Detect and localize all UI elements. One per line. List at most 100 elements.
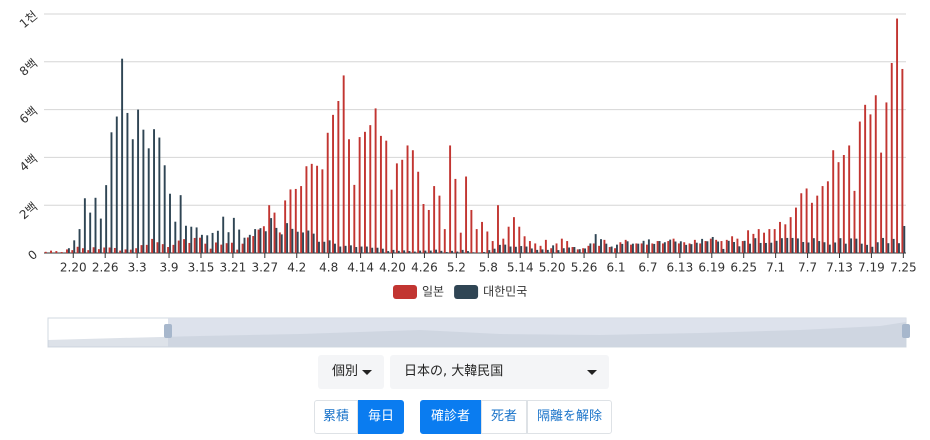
y-tick-label: 2백 <box>17 199 40 222</box>
bar <box>465 176 468 253</box>
bar <box>451 250 453 253</box>
zoom-handle[interactable] <box>164 324 172 338</box>
x-tick-label: 5.26 <box>571 261 598 275</box>
deaths-button[interactable]: 死者 <box>481 400 527 434</box>
bar <box>685 244 688 253</box>
bar <box>50 250 52 253</box>
bar <box>807 242 810 253</box>
bar <box>188 242 191 253</box>
bar <box>514 246 517 253</box>
chart: 0 2백 4백 6백 8백 1천 2.20 2.26 3.3 3.9 3.15 3.21 3.27 4.2… <box>16 7 917 348</box>
bar <box>291 228 294 253</box>
x-tick-label: 6.7 <box>638 261 657 275</box>
x-tick-label: 4.20 <box>379 261 406 275</box>
bar <box>252 236 255 253</box>
bar <box>156 242 159 253</box>
bar <box>610 246 613 253</box>
bar <box>454 178 457 253</box>
country-select[interactable]: 日本の, 大韓民国 <box>390 355 609 389</box>
bar <box>193 237 196 253</box>
bar <box>640 243 643 253</box>
bar <box>121 58 124 254</box>
bar <box>440 250 443 253</box>
bar <box>775 240 778 253</box>
bar <box>83 198 86 253</box>
bar <box>481 221 483 253</box>
bar <box>103 247 106 253</box>
bar <box>635 243 638 253</box>
bar <box>885 102 888 254</box>
bar <box>722 248 725 253</box>
bar <box>603 239 606 253</box>
bar <box>264 231 267 253</box>
cumulative-button[interactable]: 累積 <box>314 400 358 434</box>
bar <box>789 217 792 253</box>
bar <box>190 226 193 253</box>
bar <box>796 238 799 253</box>
bar <box>826 181 829 253</box>
y-tick-label: 4백 <box>17 152 40 175</box>
bar <box>339 246 342 253</box>
bar <box>764 242 767 253</box>
bar <box>562 248 565 253</box>
x-tick-label: 6.25 <box>730 261 757 275</box>
bar <box>860 243 863 253</box>
bar <box>76 246 79 253</box>
mode-select[interactable]: 個別 <box>318 355 384 389</box>
bar <box>828 244 831 253</box>
bar <box>704 241 707 253</box>
bar <box>896 18 899 253</box>
bar <box>289 189 292 253</box>
bar <box>419 250 422 253</box>
bar <box>855 238 858 253</box>
bar <box>470 209 473 253</box>
bar <box>200 234 203 253</box>
bar <box>898 243 900 253</box>
bar <box>456 251 459 253</box>
bar <box>528 241 531 253</box>
zoom-handle[interactable] <box>902 324 910 338</box>
bar <box>406 145 409 253</box>
bar <box>839 238 842 253</box>
bar <box>869 114 872 253</box>
bar <box>802 242 805 253</box>
bar <box>360 246 363 253</box>
released-button[interactable]: 隔離を解除 <box>527 400 612 434</box>
bar <box>108 247 111 253</box>
x-tick-label: 5.14 <box>507 261 534 275</box>
bar <box>137 109 140 253</box>
bar <box>786 237 789 253</box>
x-tick-label: 7.13 <box>826 261 853 275</box>
bar <box>818 241 821 253</box>
bar <box>445 252 448 253</box>
bar <box>332 114 334 253</box>
bar <box>348 139 350 253</box>
bar <box>717 241 720 253</box>
bar <box>731 236 734 253</box>
x-tick-label: 4.2 <box>287 261 306 275</box>
bar <box>525 246 528 253</box>
legend-swatch <box>393 285 417 299</box>
bar <box>364 131 366 253</box>
bar <box>693 239 696 253</box>
bar <box>882 237 884 253</box>
bar <box>302 232 304 253</box>
bar <box>169 193 171 253</box>
bar <box>379 135 382 253</box>
bar <box>131 139 134 253</box>
bar <box>725 239 728 253</box>
bar <box>658 241 661 253</box>
bar <box>300 186 303 253</box>
bar <box>812 238 815 253</box>
bar <box>711 236 714 253</box>
bar <box>273 212 276 253</box>
y-tick-label: 6백 <box>17 104 40 127</box>
bar <box>278 232 281 253</box>
bar <box>220 244 223 253</box>
confirmed-button[interactable]: 確診者 <box>420 400 481 434</box>
bar <box>145 244 148 253</box>
bar <box>864 104 867 253</box>
daily-button[interactable]: 毎日 <box>358 400 404 434</box>
legend-swatch <box>454 285 479 299</box>
bar <box>401 159 404 253</box>
